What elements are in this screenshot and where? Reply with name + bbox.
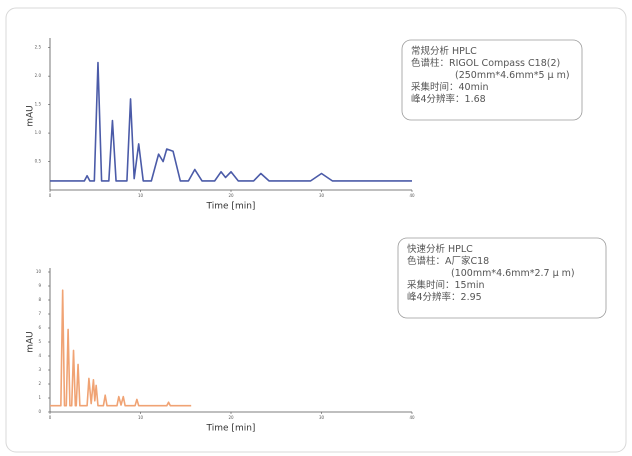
x-tick-label: 20 bbox=[228, 415, 234, 420]
y-tick-label: 1.5 bbox=[35, 102, 42, 107]
x-tick-label: 20 bbox=[228, 193, 234, 198]
y-tick-label: 2.0 bbox=[35, 73, 42, 78]
annotation-text: 采集时间：40min bbox=[411, 81, 489, 93]
annotation-text: (250mm*4.6mm*5 μ m) bbox=[455, 70, 570, 81]
annotation-text: 色谱柱：RIGOL Compass C18(2) bbox=[411, 57, 560, 69]
annotation-text: (100mm*4.6mm*2.7 μ m) bbox=[451, 268, 575, 279]
y-tick-label: 2 bbox=[38, 381, 41, 386]
y-tick-label: 1 bbox=[38, 395, 41, 400]
x-tick-label: 10 bbox=[138, 415, 144, 420]
y-tick-label: 5 bbox=[38, 339, 41, 344]
y-tick-label: 1.0 bbox=[35, 130, 42, 135]
annotation-text: 色谱柱：A厂家C18 bbox=[407, 255, 489, 267]
chromatogram-line bbox=[50, 289, 192, 407]
y-tick-label: 6 bbox=[38, 325, 41, 330]
x-tick-label: 30 bbox=[319, 193, 325, 198]
x-axis-label: Time [min] bbox=[206, 202, 256, 212]
annotation-text: 快速分析 HPLC bbox=[407, 243, 473, 255]
annotation-text: 峰4分辨率：2.95 bbox=[407, 291, 482, 303]
x-tick-label: 10 bbox=[138, 193, 144, 198]
y-axis-label: mAU bbox=[26, 105, 36, 127]
x-tick-label: 0 bbox=[49, 415, 52, 420]
annotation-text: 峰4分辨率：1.68 bbox=[411, 93, 486, 105]
y-tick-label: 7 bbox=[38, 311, 41, 316]
y-tick-label: 3 bbox=[38, 367, 41, 372]
y-tick-label: 8 bbox=[38, 297, 41, 302]
x-tick-label: 40 bbox=[409, 193, 415, 198]
x-tick-label: 0 bbox=[49, 193, 52, 198]
annotation-text: 采集时间：15min bbox=[407, 279, 485, 291]
y-tick-label: 10 bbox=[36, 269, 42, 274]
x-tick-label: 30 bbox=[319, 415, 325, 420]
annotation-box bbox=[401, 39, 583, 121]
x-tick-label: 40 bbox=[409, 415, 415, 420]
x-axis-label: Time [min] bbox=[206, 424, 256, 434]
chromatogram-line bbox=[50, 61, 412, 182]
y-tick-label: 0.5 bbox=[35, 159, 42, 164]
y-tick-label: 4 bbox=[38, 353, 41, 358]
annotation-text: 常规分析 HPLC bbox=[411, 45, 477, 57]
annotation-box bbox=[397, 237, 607, 319]
y-tick-label: 0 bbox=[38, 409, 41, 414]
y-axis-label: mAU bbox=[26, 331, 36, 353]
y-tick-label: 2.5 bbox=[35, 45, 42, 50]
y-tick-label: 9 bbox=[38, 283, 41, 288]
